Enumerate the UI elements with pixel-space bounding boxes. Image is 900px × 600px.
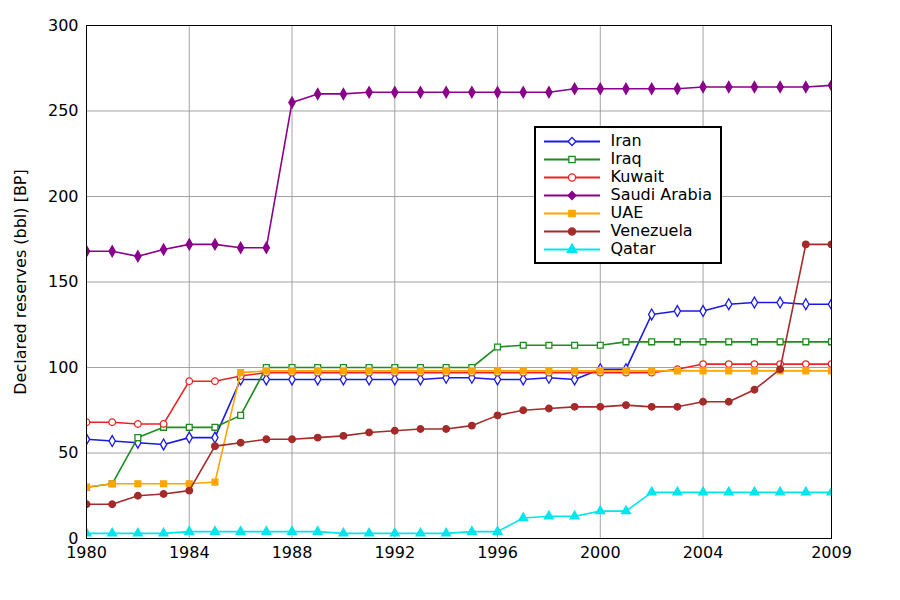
html-text:Iran: Iran: [610, 131, 642, 150]
html-text:Kuwait: Kuwait: [610, 167, 664, 186]
svg-text:Declared reserves (bbl) [BP]: Declared reserves (bbl) [BP]: [11, 169, 30, 395]
svg-text:0: 0: [68, 528, 79, 548]
svg-text:1988: 1988: [272, 543, 313, 562]
svg-text:300: 300: [48, 16, 79, 35]
html-text:Iraq: Iraq: [610, 149, 642, 168]
svg-text:2000: 2000: [580, 543, 621, 562]
svg-text:100: 100: [48, 358, 79, 377]
svg-text:200: 200: [48, 187, 79, 206]
svg-text:1984: 1984: [169, 543, 210, 562]
svg-text:50: 50: [58, 443, 78, 462]
html-text:UAE: UAE: [610, 203, 644, 222]
svg-text:1996: 1996: [477, 543, 518, 562]
svg-text:150: 150: [48, 272, 79, 291]
svg-text:1992: 1992: [374, 543, 415, 562]
svg-text:2009: 2009: [811, 543, 852, 562]
html-text:Venezuela: Venezuela: [610, 221, 693, 240]
html-text:Qatar: Qatar: [610, 239, 656, 258]
svg-text:2004: 2004: [683, 543, 724, 562]
html-text:Saudi Arabia: Saudi Arabia: [610, 185, 712, 204]
svg-text:250: 250: [48, 101, 79, 120]
svg-text:1980: 1980: [66, 543, 107, 562]
